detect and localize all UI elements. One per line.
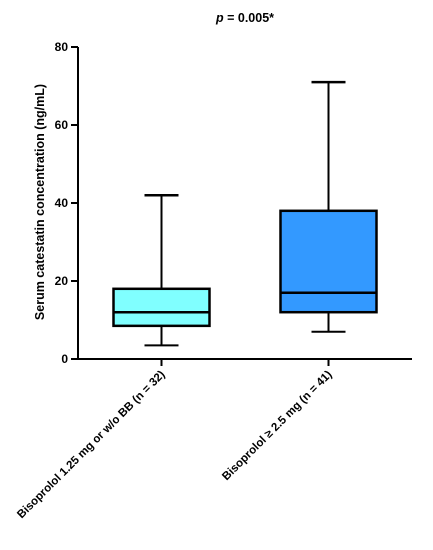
p-value-annotation: p = 0.005* — [215, 11, 274, 25]
y-tick-label: 60 — [55, 118, 69, 132]
y-axis-label: Serum catestatin concentration (ng/mL) — [33, 84, 47, 320]
x-category-labels: Bisoprolol 1.25 mg or w/o BB (n = 32) Bis… — [15, 359, 335, 521]
category-label: Bisoprolol ≥ 2.5 mg (n = 41) — [220, 369, 335, 484]
box-2 — [279, 80, 378, 333]
y-ticks: 0 20 40 60 80 — [55, 40, 78, 366]
boxes — [112, 80, 378, 347]
y-tick-label: 80 — [55, 40, 69, 54]
box-1 — [112, 193, 211, 347]
y-tick-label: 40 — [55, 196, 69, 210]
category-label: Bisoprolol 1.25 mg or w/o BB (n = 32) — [15, 369, 168, 522]
y-tick-label: 0 — [61, 352, 68, 366]
iqr-box — [279, 209, 378, 314]
iqr-box — [112, 287, 211, 328]
y-tick-label: 20 — [55, 274, 69, 288]
